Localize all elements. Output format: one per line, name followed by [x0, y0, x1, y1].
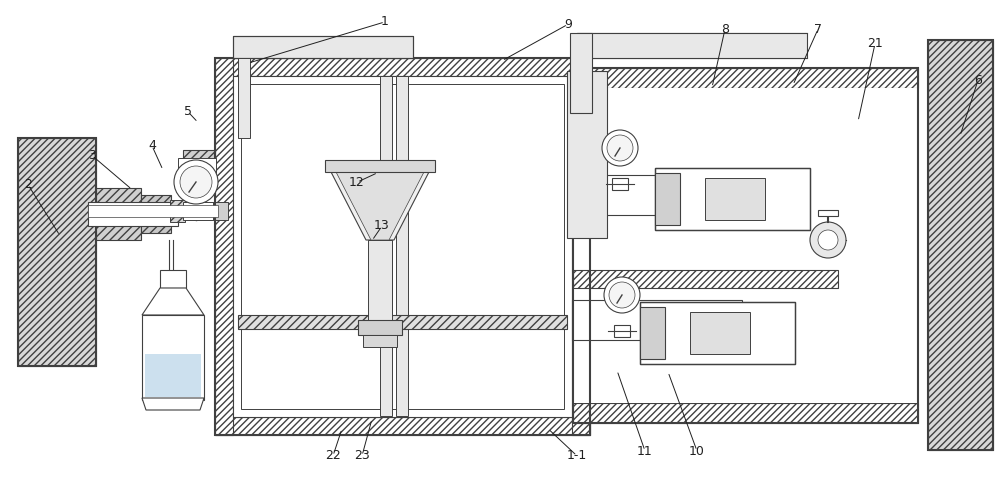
- Polygon shape: [142, 288, 204, 315]
- Bar: [238, 315, 567, 329]
- Bar: [325, 160, 435, 172]
- Bar: [573, 68, 918, 88]
- Text: 1-1: 1-1: [567, 450, 587, 462]
- Bar: [238, 58, 250, 138]
- Text: 2: 2: [24, 178, 32, 191]
- Bar: [380, 76, 392, 416]
- Text: 9: 9: [564, 18, 572, 31]
- Bar: [928, 40, 993, 450]
- Text: 8: 8: [721, 23, 729, 35]
- Bar: [233, 36, 413, 58]
- Bar: [183, 150, 215, 178]
- Text: 11: 11: [637, 445, 653, 457]
- Ellipse shape: [602, 130, 638, 166]
- Bar: [88, 205, 218, 217]
- Bar: [572, 175, 772, 215]
- Bar: [183, 202, 213, 220]
- Ellipse shape: [604, 277, 640, 313]
- Bar: [640, 302, 795, 364]
- Text: 6: 6: [974, 74, 982, 87]
- Bar: [396, 76, 408, 416]
- Bar: [358, 320, 402, 335]
- Bar: [640, 302, 795, 364]
- Bar: [928, 40, 993, 450]
- Bar: [655, 168, 810, 230]
- Bar: [655, 168, 810, 230]
- Ellipse shape: [609, 282, 635, 308]
- Text: 3: 3: [88, 149, 96, 162]
- Bar: [241, 84, 564, 409]
- Bar: [614, 325, 630, 337]
- Bar: [567, 71, 607, 238]
- Bar: [215, 417, 590, 435]
- Bar: [363, 335, 397, 347]
- Bar: [170, 200, 185, 222]
- Bar: [18, 138, 96, 366]
- Bar: [96, 188, 141, 240]
- Text: 4: 4: [148, 139, 156, 152]
- Bar: [160, 270, 186, 288]
- Bar: [690, 312, 750, 354]
- Bar: [640, 307, 665, 359]
- Ellipse shape: [810, 222, 846, 258]
- Bar: [572, 300, 742, 340]
- Bar: [818, 210, 838, 216]
- Bar: [233, 76, 572, 417]
- Bar: [570, 33, 592, 113]
- Text: 7: 7: [814, 23, 822, 35]
- Bar: [215, 58, 590, 435]
- Text: 5: 5: [184, 105, 192, 118]
- Bar: [233, 36, 413, 58]
- Text: 22: 22: [325, 450, 341, 462]
- Bar: [577, 33, 807, 58]
- Polygon shape: [142, 398, 204, 410]
- Bar: [141, 195, 171, 233]
- Bar: [88, 202, 178, 226]
- Bar: [18, 138, 96, 366]
- Text: 13: 13: [374, 220, 390, 232]
- Ellipse shape: [174, 160, 218, 204]
- Bar: [572, 58, 590, 435]
- Bar: [612, 178, 628, 190]
- Ellipse shape: [607, 135, 633, 161]
- Bar: [215, 58, 590, 76]
- Bar: [213, 202, 228, 220]
- Text: 12: 12: [349, 176, 365, 189]
- Ellipse shape: [818, 230, 838, 250]
- Bar: [573, 88, 918, 270]
- Polygon shape: [145, 354, 201, 397]
- Ellipse shape: [180, 166, 212, 198]
- Text: 10: 10: [689, 445, 705, 457]
- Bar: [573, 270, 838, 288]
- Bar: [705, 178, 765, 220]
- Bar: [573, 288, 918, 403]
- Text: 1: 1: [381, 16, 389, 28]
- Bar: [178, 158, 216, 173]
- Bar: [215, 58, 233, 435]
- Text: 23: 23: [354, 450, 370, 462]
- Text: 21: 21: [867, 37, 883, 50]
- Bar: [573, 403, 918, 423]
- Bar: [655, 173, 680, 225]
- Bar: [142, 315, 204, 400]
- Polygon shape: [335, 170, 425, 240]
- Bar: [573, 68, 918, 423]
- Polygon shape: [330, 170, 430, 240]
- Bar: [368, 240, 392, 320]
